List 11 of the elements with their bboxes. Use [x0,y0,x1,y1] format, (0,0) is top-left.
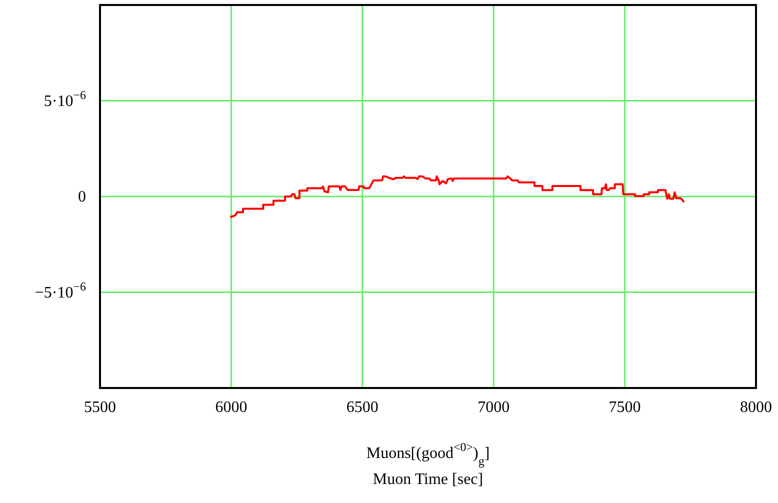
x-tick-label: 5500 [84,399,116,416]
y-tick-label: 5·10$^{−6}$ [44,88,86,110]
x-tick-label: 6500 [346,399,378,416]
line-series [229,175,686,218]
x-axis-title: Muons[(good$^{<0>}$)$_{g}$] Muon Time [sec] [366,440,490,488]
x-tick-label: 7000 [478,399,510,416]
x-tick-label: 8000 [740,399,772,416]
y-tick-label: 0 [78,188,86,206]
x-tick-label: 6000 [215,399,248,416]
x-tick-label: 7500 [608,399,641,416]
y-tick-label: −5·10$^{−6}$ [34,279,86,302]
